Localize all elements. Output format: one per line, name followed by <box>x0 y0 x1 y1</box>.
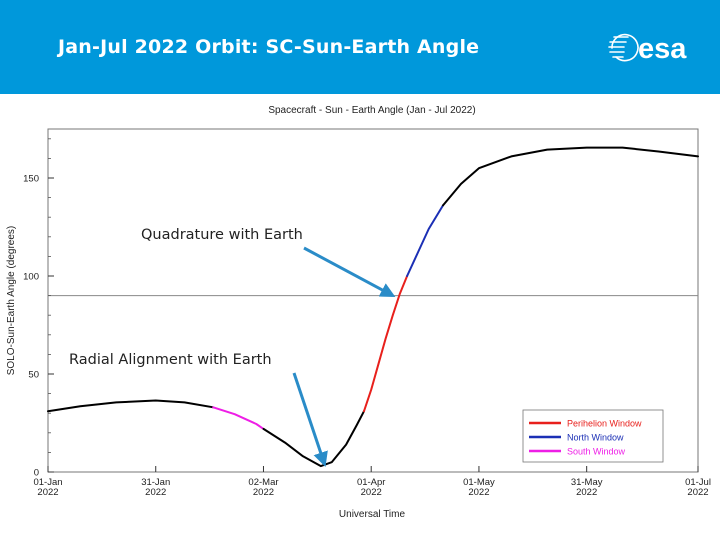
annotation-radial-alignment: Radial Alignment with Earth <box>69 352 272 368</box>
x-axis-label: Universal Time <box>339 509 406 520</box>
series-line-perihelion-3 <box>363 275 409 413</box>
legend: Perihelion Window North Window South Windo… <box>522 409 664 463</box>
x-tick-year: 2022 <box>468 487 489 498</box>
annotation-arrow-quadrature <box>303 246 396 298</box>
series-line-base-2 <box>262 410 365 468</box>
x-tick-year: 2022 <box>361 487 382 498</box>
x-tick-year: 2022 <box>687 487 708 498</box>
x-tick-label: 31-Jan <box>141 477 170 488</box>
angle-chart: Spacecraft - Sun - Earth Angle (Jan - Ju… <box>6 105 711 520</box>
x-tick-year: 2022 <box>253 487 274 498</box>
plot-frame <box>47 128 699 473</box>
x-tick-label: 31-May <box>571 477 603 488</box>
series-line-south-1 <box>212 406 265 430</box>
x-tick-label: 02-Mar <box>248 477 278 488</box>
annotation-arrow-radial <box>292 372 328 468</box>
y-tick-label: 100 <box>23 272 39 283</box>
slide-title: Jan-Jul 2022 Orbit: SC-Sun-Earth Angle <box>58 36 480 58</box>
annotation-quadrature: Quadrature with Earth <box>141 227 303 243</box>
x-tick-year: 2022 <box>576 487 597 498</box>
y-tick-label: 50 <box>28 370 39 381</box>
y-axis-label: SOLO-Sun-Earth Angle (degrees) <box>6 226 17 376</box>
logo-wordmark: esa <box>638 33 687 65</box>
x-tick-label: 01-Jul <box>685 477 711 488</box>
series-line-base-5 <box>442 146 699 207</box>
legend-label-perihelion: Perihelion Window <box>567 419 642 429</box>
esa-logo: esa <box>608 33 687 65</box>
y-tick-label: 0 <box>34 468 39 479</box>
annotations: Quadrature with Earth Radial Alignment wi… <box>69 227 396 468</box>
x-tick-year: 2022 <box>37 487 58 498</box>
legend-label-north: North Window <box>567 433 624 443</box>
title-banner: Jan-Jul 2022 Orbit: SC-Sun-Earth Angle e… <box>0 0 720 94</box>
x-tick-label: 01-May <box>463 477 495 488</box>
series-line-north-4 <box>406 204 444 277</box>
x-tick-year: 2022 <box>145 487 166 498</box>
x-tick-label: 01-Jan <box>33 477 62 488</box>
axis-ticks: 05010015001-Jan202231-Jan202202-Mar20220… <box>23 138 711 498</box>
globe-icon <box>608 33 639 62</box>
y-tick-label: 150 <box>23 174 39 185</box>
series-layer <box>47 146 699 468</box>
series-line-base-0 <box>47 399 215 413</box>
legend-label-south: South Window <box>567 447 626 457</box>
chart-title: Spacecraft - Sun - Earth Angle (Jan - Ju… <box>268 105 475 116</box>
x-tick-label: 01-Apr <box>357 477 386 488</box>
